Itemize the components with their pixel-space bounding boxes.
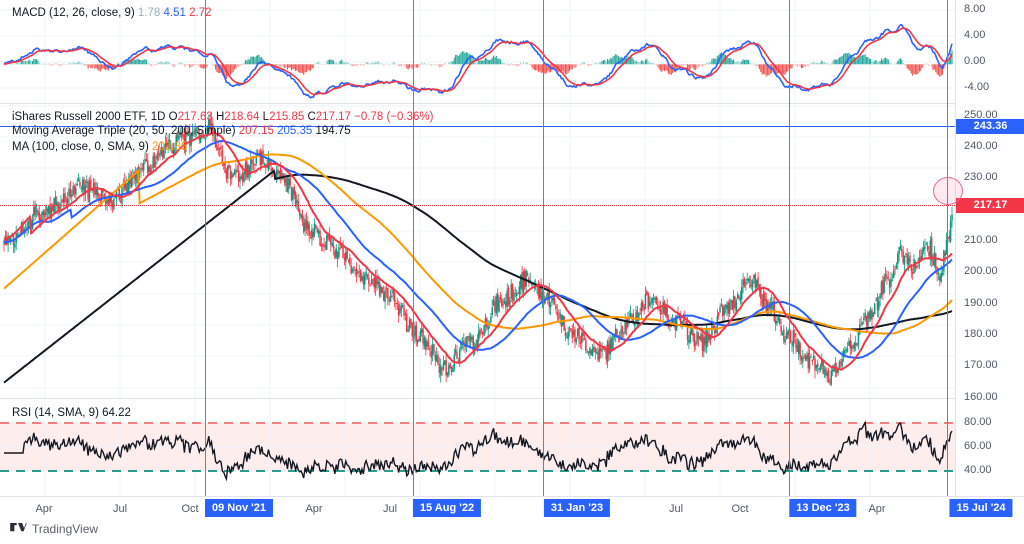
price-badge-last[interactable]: 217.17 <box>956 198 1024 213</box>
tradingview-watermark: TradingView <box>10 522 98 536</box>
macd-plot <box>0 0 955 103</box>
price-axis-label: 180.00 <box>964 328 998 340</box>
time-axis-label: Apr <box>305 503 323 515</box>
macd-axis-label: -4.00 <box>964 81 990 93</box>
vertical-marker-4[interactable] <box>789 0 790 496</box>
rsi-plot <box>0 399 955 496</box>
price-pane[interactable] <box>0 104 955 398</box>
time-axis-label: Jul <box>382 503 398 515</box>
macd-pane[interactable] <box>0 0 955 103</box>
vertical-marker-3[interactable] <box>543 0 544 496</box>
tradingview-logo-icon <box>10 523 27 532</box>
rsi-axis-label: 40.00 <box>964 464 992 476</box>
time-axis-label: Apr <box>35 503 53 515</box>
last-price-line <box>0 205 955 206</box>
time-axis-label: Apr <box>868 503 886 515</box>
price-badge-resistance[interactable]: 243.36 <box>956 119 1024 134</box>
price-axis-label: 210.00 <box>964 234 998 246</box>
price-axis-label: 190.00 <box>964 297 998 309</box>
rsi-axis-label: 80.00 <box>964 416 992 428</box>
rsi-axis-label: 60.00 <box>964 440 992 452</box>
vertical-marker-5[interactable] <box>947 0 948 496</box>
macd-axis-label: 4.00 <box>964 29 986 41</box>
time-axis-label: Oct <box>731 503 749 515</box>
price-axis-label: 240.00 <box>964 140 998 152</box>
resistance-line <box>0 126 955 127</box>
ellipse-annotation[interactable] <box>933 177 963 205</box>
time-badge[interactable]: 15 Jul '24 <box>949 499 1013 517</box>
price-plot <box>0 104 955 398</box>
time-axis-label: Jul <box>668 503 684 515</box>
watermark-label: TradingView <box>32 522 99 536</box>
time-badge[interactable]: 15 Aug '22 <box>412 499 482 517</box>
price-axis-label: 170.00 <box>964 359 998 371</box>
time-axis-label: Oct <box>181 503 199 515</box>
price-axis-label: 230.00 <box>964 171 998 183</box>
price-axis-label: 160.00 <box>964 391 998 403</box>
pane-separator-price <box>0 398 1024 399</box>
macd-axis-label: 8.00 <box>964 3 986 15</box>
macd-axis-label: 0.00 <box>964 55 986 67</box>
time-badge[interactable]: 31 Jan '23 <box>543 499 611 517</box>
vertical-marker-1[interactable] <box>205 0 206 496</box>
time-badge[interactable]: 13 Dec '23 <box>789 499 857 517</box>
time-badge[interactable]: 09 Nov '21 <box>205 499 273 517</box>
rsi-pane[interactable] <box>0 399 955 496</box>
vertical-marker-2[interactable] <box>413 0 414 496</box>
price-scale[interactable]: 250.00240.00230.00220.00210.00200.00190.… <box>955 0 1024 496</box>
time-scale[interactable]: AprJulOct2022AprJulOctAprJulOctApr09 Nov… <box>0 496 1024 520</box>
pane-separator-macd <box>0 103 1024 104</box>
price-axis-label: 250.00 <box>964 109 998 121</box>
time-axis-label: Jul <box>112 503 128 515</box>
price-axis-label: 200.00 <box>964 265 998 277</box>
